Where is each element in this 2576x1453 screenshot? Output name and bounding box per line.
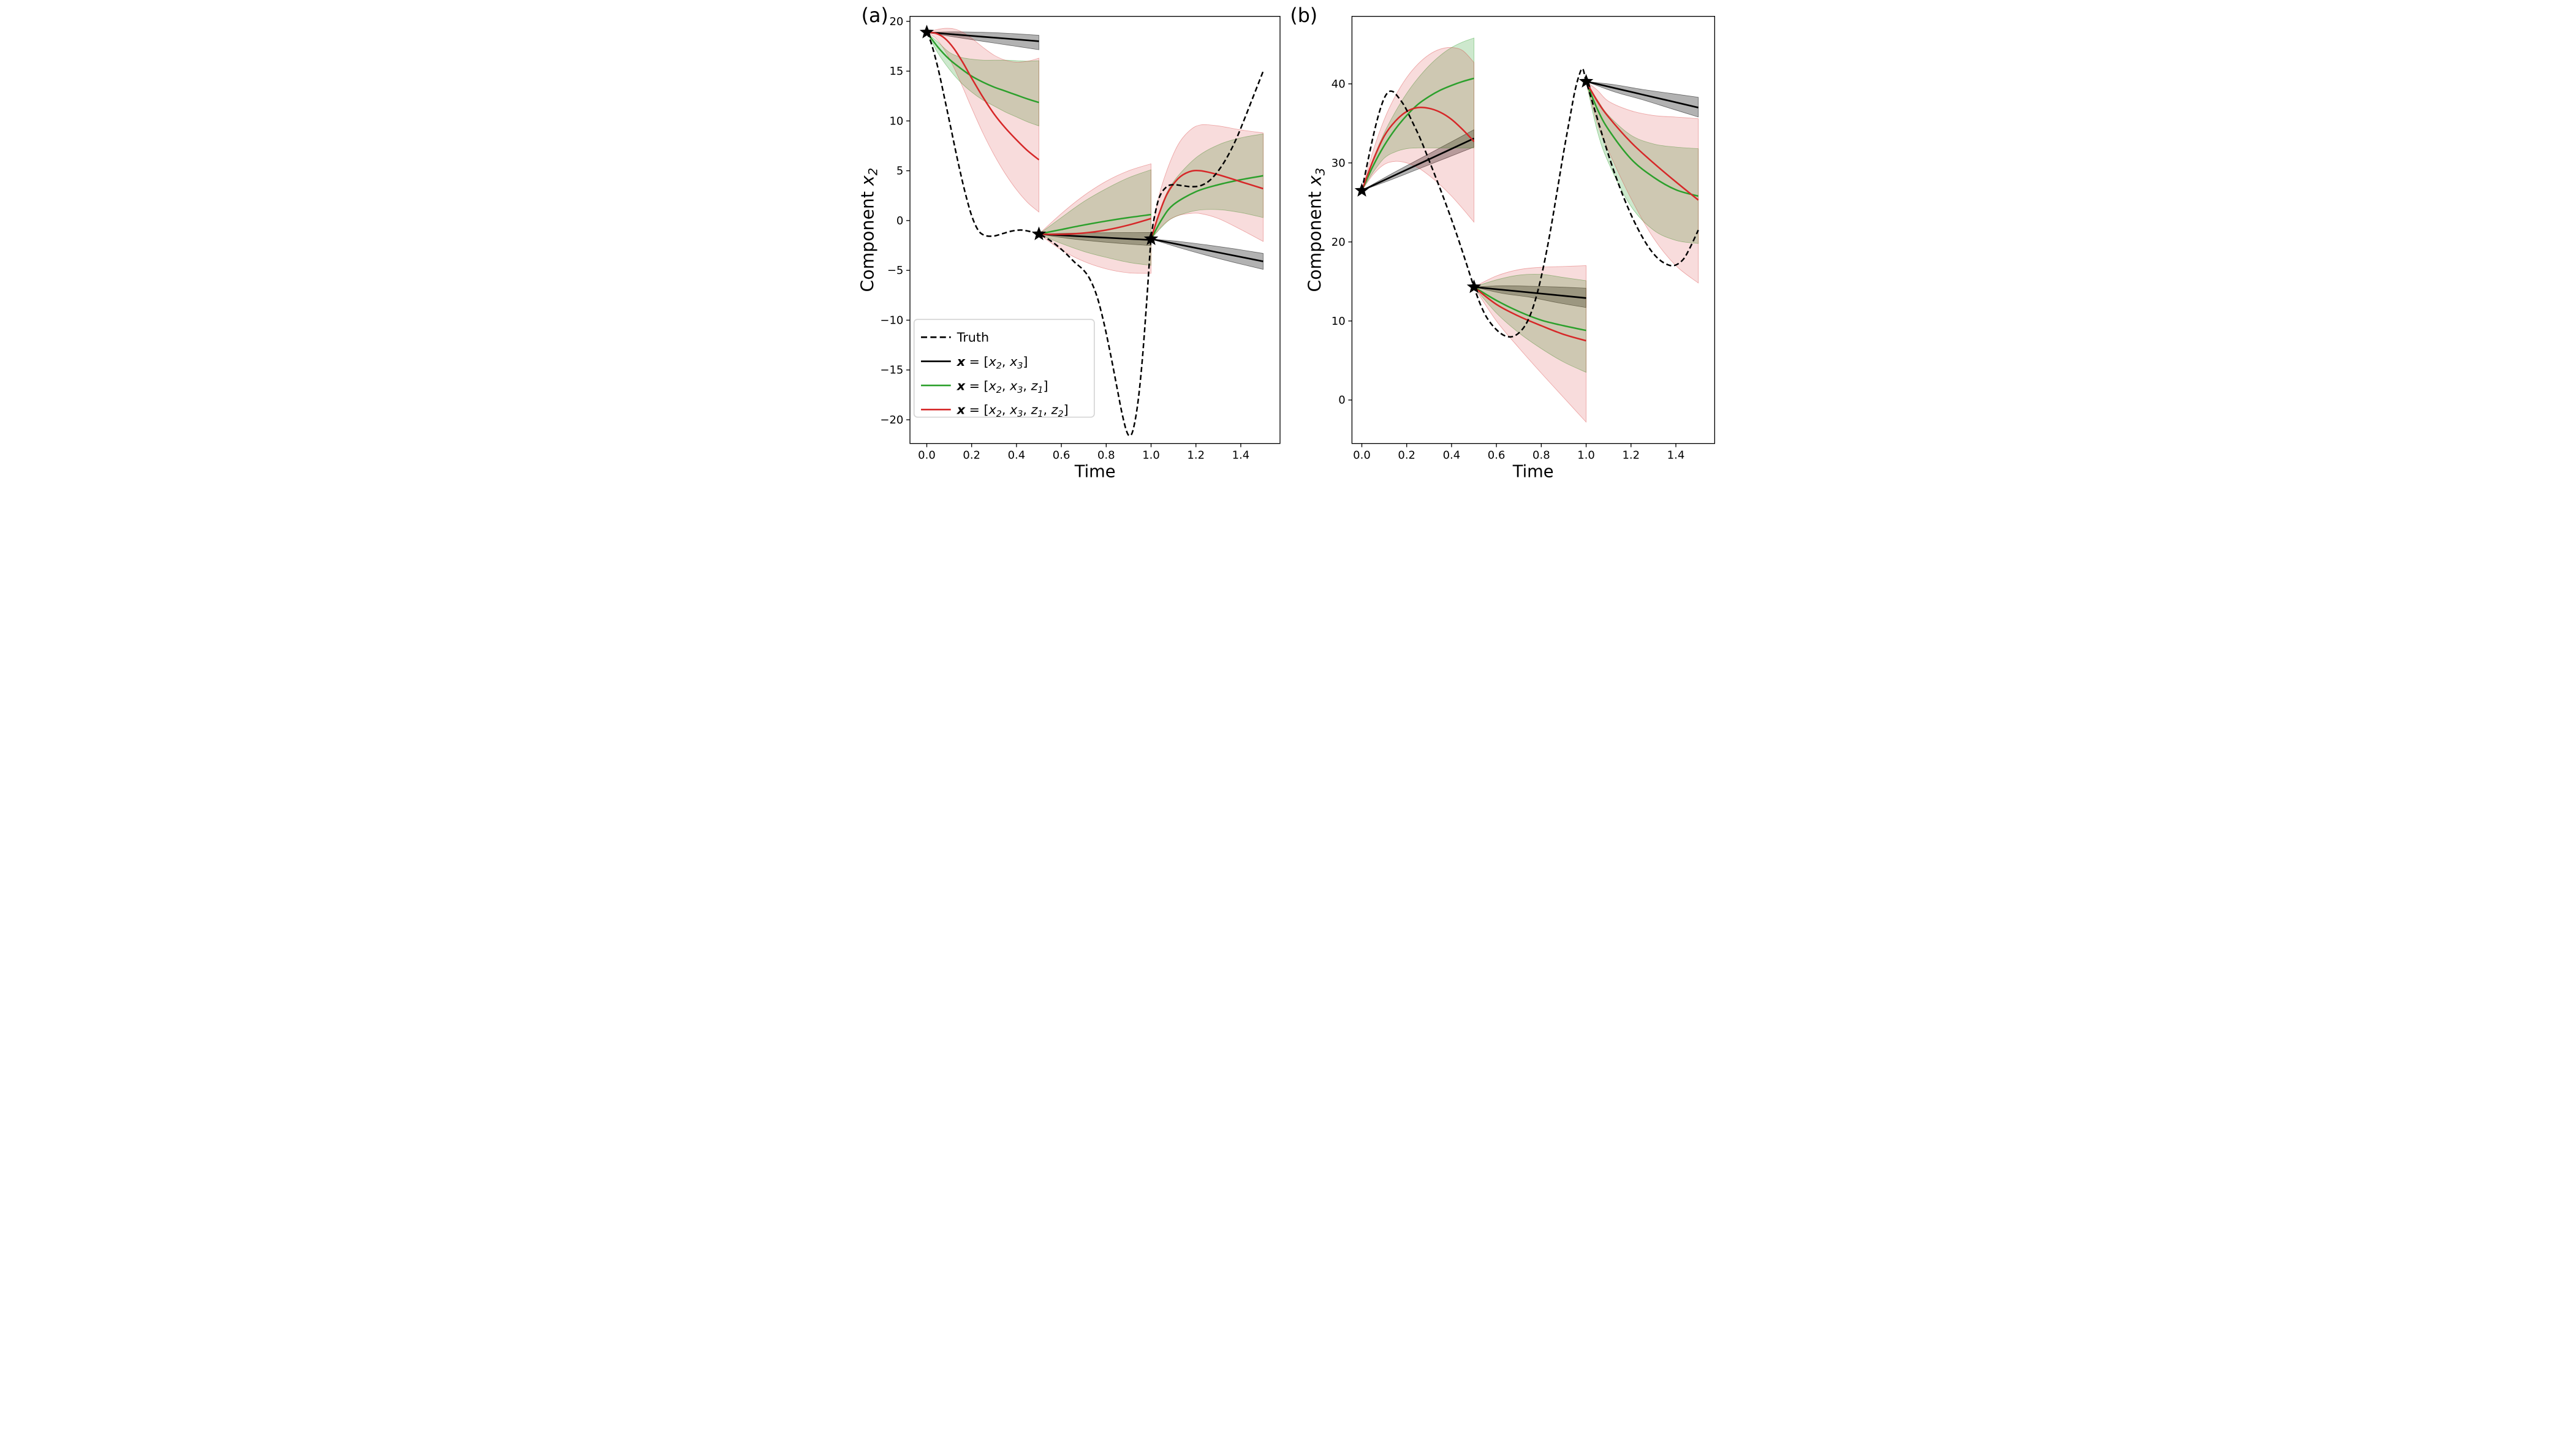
figure-two-panel-chart: 20 15 10 5 0 −5 −10 −15 −20 0.0 0.2 0.4 0.6 0.8 1.0 1.2… bbox=[858, 0, 1718, 485]
green-mean-line-b1 bbox=[1361, 77, 1474, 191]
red-uncertainty-band-a1 bbox=[926, 28, 1039, 213]
red-mean-line-b2 bbox=[1473, 286, 1586, 342]
red-uncertainty-band-b2 bbox=[1473, 265, 1586, 423]
panel-letter-a: (a) bbox=[862, 5, 888, 27]
green-mean-line-a2 bbox=[1039, 213, 1151, 235]
legend-entry-green: x = [x2, x3, z1] bbox=[921, 378, 1048, 395]
green-uncertainty-band-b3 bbox=[1586, 81, 1699, 244]
y-tick-label-a: −5 bbox=[887, 264, 904, 277]
black-mean-line-a3 bbox=[1151, 238, 1263, 262]
black-mean-line-b2 bbox=[1474, 286, 1586, 299]
panel-a: 20 15 10 5 0 −5 −10 −15 −20 0.0 0.2 0.4 0.6 0.8 1.0 1.2… bbox=[858, 5, 1281, 482]
y-axis-label-a: Component x2 bbox=[858, 168, 881, 292]
green-uncertainty-band-b2 bbox=[1473, 273, 1586, 373]
y-tick-label-a: 5 bbox=[896, 165, 903, 178]
truth-line-b bbox=[1361, 67, 1699, 338]
black-uncertainty-band-a3 bbox=[1151, 238, 1263, 270]
x-tick-label-a: 0.2 bbox=[963, 449, 980, 462]
star-marker-a3 bbox=[1143, 231, 1159, 245]
x-tick-label-a: 0.0 bbox=[918, 449, 936, 462]
x-tick-label-b: 1.4 bbox=[1667, 449, 1685, 462]
green-uncertainty-band-a3 bbox=[1151, 133, 1263, 240]
y-tick-label-a: 20 bbox=[889, 15, 903, 28]
chart-canvas: 20 15 10 5 0 −5 −10 −15 −20 0.0 0.2 0.4 0.6 0.8 1.0 1.2… bbox=[858, 0, 1718, 485]
axes-box-b bbox=[1351, 16, 1715, 444]
red-mean-line-b3 bbox=[1585, 81, 1699, 201]
legend-label-black: x = [x2, x3] bbox=[957, 354, 1028, 371]
y-tick-label-a: 10 bbox=[889, 115, 903, 127]
x-tick-label-b: 1.0 bbox=[1577, 449, 1595, 462]
x-axis-label-a: Time bbox=[1074, 463, 1116, 482]
panel-b: 40 30 20 10 0 0.0 0.2 0.4 0.6 0.8 1.0 1.2 1.4 Time Com… bbox=[1290, 5, 1715, 482]
y-tick-label-b: 10 bbox=[1332, 315, 1346, 328]
legend-box bbox=[913, 319, 1095, 418]
y-tick-label-a: −10 bbox=[880, 314, 903, 327]
x-tick-label-a: 1.4 bbox=[1232, 449, 1250, 462]
green-uncertainty-band-a1 bbox=[926, 32, 1039, 127]
legend-entry-red: x = [x2, x3, z1, z2] bbox=[921, 403, 1069, 420]
x-tick-label-b: 0.4 bbox=[1443, 449, 1461, 462]
legend-label-green: x = [x2, x3, z1] bbox=[957, 378, 1048, 395]
x-tick-label-b: 0.2 bbox=[1398, 449, 1415, 462]
star-marker-b1 bbox=[1354, 183, 1369, 197]
green-mean-line-a3 bbox=[1150, 175, 1263, 240]
star-marker-a2 bbox=[1031, 226, 1047, 240]
legend-entry-black: x = [x2, x3] bbox=[921, 354, 1028, 371]
y-tick-label-b: 40 bbox=[1332, 78, 1346, 91]
x-tick-label-a: 0.4 bbox=[1008, 449, 1026, 462]
y-tick-label-b: 20 bbox=[1332, 236, 1346, 249]
red-uncertainty-band-a3 bbox=[1151, 124, 1263, 242]
red-uncertainty-band-b3 bbox=[1585, 80, 1699, 284]
legend: Truth x = [x2, x3] x = [x2, x3, z1] x = [x2… bbox=[913, 319, 1095, 420]
x-tick-label-a: 1.0 bbox=[1142, 449, 1160, 462]
panel-letter-b: (b) bbox=[1290, 5, 1317, 27]
x-tick-label-a: 1.2 bbox=[1187, 449, 1205, 462]
axes-box-a bbox=[909, 16, 1281, 444]
x-tick-label-b: 0.6 bbox=[1488, 449, 1506, 462]
black-mean-line-a2 bbox=[1039, 233, 1151, 241]
y-tick-label-a: 0 bbox=[896, 214, 903, 227]
green-mean-line-a1 bbox=[926, 31, 1039, 104]
legend-label-truth: Truth bbox=[957, 330, 989, 345]
black-mean-line-b3 bbox=[1586, 80, 1699, 108]
black-mean-line-b1 bbox=[1361, 137, 1475, 192]
green-mean-line-b3 bbox=[1585, 81, 1699, 197]
legend-label-red: x = [x2, x3, z1, z2] bbox=[957, 403, 1069, 420]
y-tick-label-a: −15 bbox=[880, 364, 903, 377]
red-mean-line-a3 bbox=[1150, 169, 1263, 240]
x-tick-label-a: 0.6 bbox=[1053, 449, 1070, 462]
star-marker-b3 bbox=[1578, 74, 1594, 88]
black-mean-line-a1 bbox=[926, 31, 1039, 42]
x-tick-label-b: 0.0 bbox=[1353, 449, 1371, 462]
x-axis-label-b: Time bbox=[1512, 463, 1554, 482]
y-tick-label-a: −20 bbox=[880, 414, 903, 427]
green-uncertainty-band-b1 bbox=[1362, 37, 1474, 191]
x-tick-label-b: 0.8 bbox=[1532, 449, 1550, 462]
red-mean-line-b1 bbox=[1361, 106, 1475, 191]
x-tick-label-b: 1.2 bbox=[1622, 449, 1640, 462]
red-mean-line-a2 bbox=[1039, 218, 1151, 235]
y-axis-label-b: Component x3 bbox=[1305, 168, 1327, 292]
star-marker-a1 bbox=[919, 25, 934, 39]
legend-entry-truth: Truth bbox=[921, 330, 989, 345]
x-tick-label-a: 0.8 bbox=[1097, 449, 1115, 462]
red-mean-line-a1 bbox=[926, 31, 1040, 161]
y-tick-label-a: 15 bbox=[889, 65, 903, 78]
y-tick-label-b: 30 bbox=[1332, 157, 1346, 170]
green-uncertainty-band-a2 bbox=[1038, 169, 1151, 266]
red-uncertainty-band-b1 bbox=[1362, 47, 1474, 223]
black-uncertainty-band-a1 bbox=[926, 31, 1039, 50]
star-marker-b2 bbox=[1466, 279, 1482, 294]
y-tick-label-b: 0 bbox=[1338, 394, 1345, 407]
